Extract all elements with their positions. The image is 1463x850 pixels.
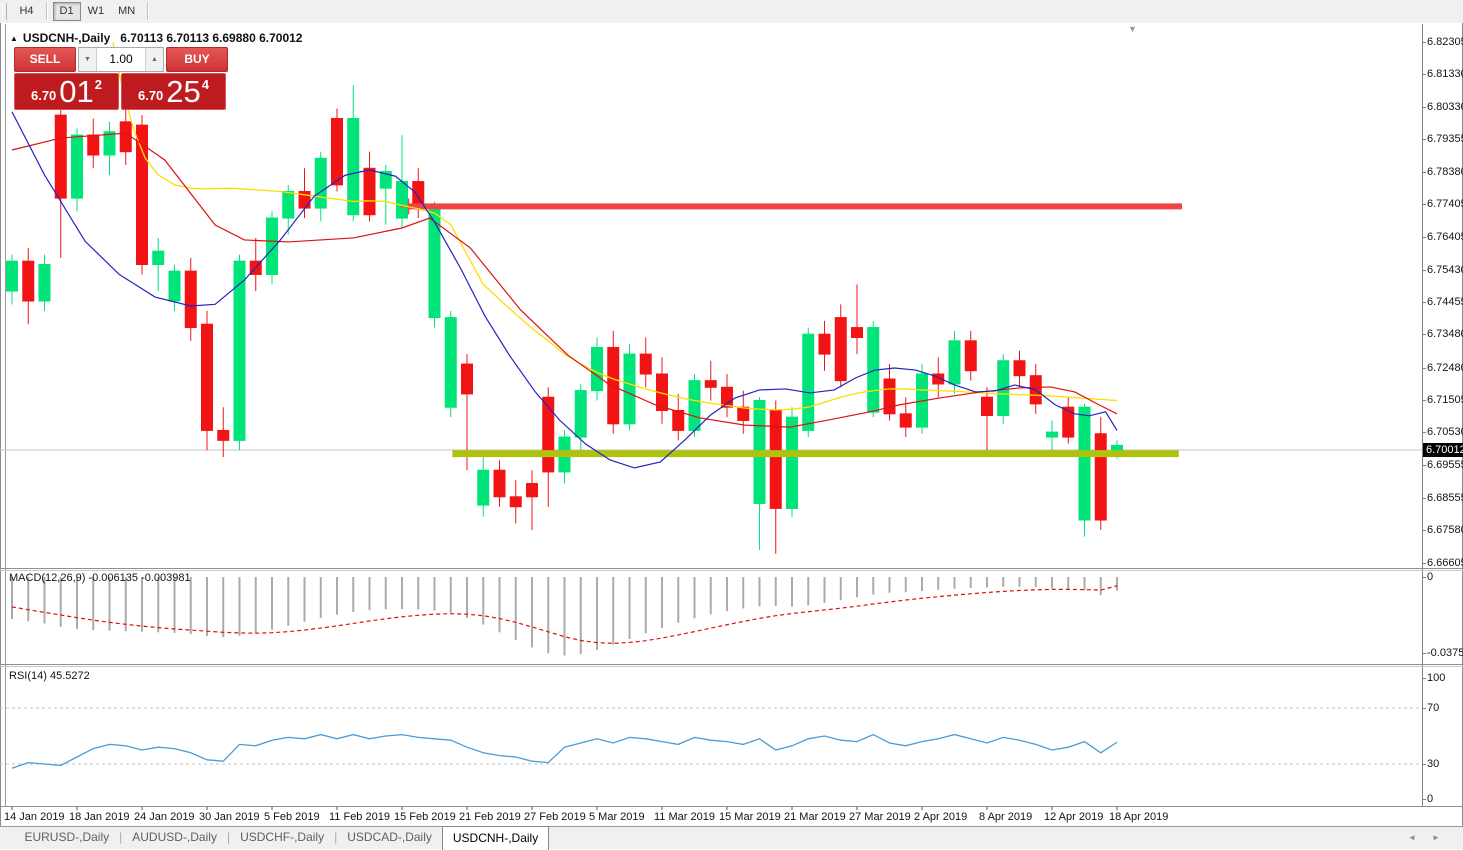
rsi-axis-label: 0: [1422, 793, 1433, 805]
tab-usdchf-daily[interactable]: USDCHF-,Daily: [240, 830, 325, 844]
price-axis-label: 6.79355: [1422, 133, 1463, 145]
date-axis-label: 12 Apr 2019: [1044, 811, 1104, 823]
price-axis-label: 6.70530: [1422, 426, 1463, 438]
chart-title: ▲ USDCNH-,Daily 6.70113 6.70113 6.69880 6.…: [10, 31, 302, 45]
collapse-triangle-icon[interactable]: ▲: [10, 34, 18, 43]
price-axis-label: 6.69555: [1422, 459, 1463, 471]
price-axis-label: 6.80330: [1422, 101, 1463, 113]
date-axis-label: 8 Apr 2019: [979, 811, 1033, 823]
date-axis-label: 21 Mar 2019: [784, 811, 846, 823]
price-axis-label: 6.68555: [1422, 492, 1463, 504]
timeframe-mn[interactable]: MN: [118, 5, 136, 17]
macd-axis-label: -0.037529: [1422, 647, 1463, 659]
chart-tab-bar: EURUSD-,Daily | AUDUSD-,Daily | USDCHF-,Dail…: [0, 826, 1463, 850]
date-axis-label: 21 Feb 2019: [459, 811, 521, 823]
toolbar-separator: [147, 2, 150, 20]
date-axis-label: 30 Jan 2019: [199, 811, 260, 823]
sell-button[interactable]: SELL: [14, 47, 76, 72]
date-axis-label: 2 Apr 2019: [914, 811, 968, 823]
sell-price-display[interactable]: 6.70 01 2: [14, 73, 119, 110]
date-axis-label: 15 Mar 2019: [719, 811, 781, 823]
volume-input[interactable]: 1.00: [109, 52, 133, 66]
date-axis-label: 5 Mar 2019: [589, 811, 645, 823]
price-axis-label: 6.71505: [1422, 394, 1463, 406]
date-axis-label: 11 Mar 2019: [654, 811, 715, 823]
tabs-scroll-right-icon[interactable]: ►: [1432, 833, 1440, 842]
date-axis-label: 5 Feb 2019: [264, 811, 320, 823]
toolbar-buttons: H4 D1 W1 MN: [12, 0, 154, 21]
buy-price-prefix: 6.70: [137, 88, 164, 103]
chart-ohlc-quotes: 6.70113 6.70113 6.69880 6.70012: [120, 31, 303, 45]
timeframe-h4[interactable]: H4: [19, 5, 34, 17]
pane-left-edge: [5, 24, 6, 806]
rsi-indicator-label: RSI(14) 45.5272: [9, 670, 90, 682]
toolbar-separator: [45, 2, 48, 20]
price-axis-label: 6.81330: [1422, 68, 1463, 80]
volume-decrease-icon[interactable]: ▼: [79, 48, 97, 71]
price-axis-label: 6.72480: [1422, 362, 1463, 374]
rsi-axis-label: 30: [1422, 758, 1439, 770]
timeframe-d1[interactable]: D1: [52, 2, 81, 21]
volume-increase-icon[interactable]: ▲: [145, 48, 163, 71]
tab-usdcad-daily[interactable]: USDCAD-,Daily: [347, 830, 432, 844]
price-axis-label: 6.77405: [1422, 198, 1463, 210]
date-axis-label: 24 Jan 2019: [134, 811, 195, 823]
date-axis-label: 27 Feb 2019: [524, 811, 586, 823]
buy-price-display[interactable]: 6.70 25 4: [121, 73, 226, 110]
date-axis-label: 18 Apr 2019: [1109, 811, 1169, 823]
date-axis-label: 11 Feb 2019: [329, 811, 390, 823]
sell-price-sup: 2: [94, 77, 103, 92]
tab-separator: |: [334, 830, 338, 844]
price-axis-label: 6.67580: [1422, 524, 1463, 536]
chart-symbol-period: USDCNH-,Daily: [22, 31, 111, 45]
tab-separator: |: [119, 830, 123, 844]
price-axis-label: 6.66605: [1422, 557, 1463, 569]
one-click-trading-panel: SELL ▼ 1.00 ▲ BUY 6.70 01 2 6.70 25 4: [14, 47, 228, 110]
pane-separator[interactable]: [0, 664, 1463, 665]
tab-usdcnh-daily[interactable]: USDCNH-,Daily: [441, 826, 550, 850]
price-axis-label: 6.82305: [1422, 36, 1463, 48]
macd-indicator-label: MACD(12,26,9) -0.006135 -0.003981: [9, 572, 191, 584]
tab-audusd-daily[interactable]: AUDUSD-,Daily: [132, 830, 217, 844]
date-axis-label: 18 Jan 2019: [69, 811, 130, 823]
price-axis-line: [1422, 24, 1423, 806]
sell-price-big: 01: [59, 74, 94, 109]
macd-axis-label: 0: [1422, 571, 1433, 583]
toolbar-grip: [2, 3, 7, 20]
price-axis-label: 6.78380: [1422, 166, 1463, 178]
price-axis-label: 6.76405: [1422, 231, 1463, 243]
pane-separator: [0, 806, 1463, 807]
timeframe-w1[interactable]: W1: [87, 5, 105, 17]
buy-price-big: 25: [166, 74, 201, 109]
rsi-axis-label: 70: [1422, 702, 1439, 714]
tabs-scroll-left-icon[interactable]: ◄: [1408, 833, 1416, 842]
sell-price-prefix: 6.70: [30, 88, 57, 103]
tab-separator: |: [226, 830, 231, 844]
chart-shift-icon[interactable]: ▼: [1128, 24, 1137, 34]
price-axis-label: 6.73480: [1422, 328, 1463, 340]
date-axis-label: 15 Feb 2019: [394, 811, 456, 823]
tab-eurusd-daily[interactable]: EURUSD-,Daily: [24, 830, 110, 844]
pane-separator[interactable]: [0, 568, 1463, 569]
volume-stepper: ▼ 1.00 ▲: [78, 47, 164, 72]
buy-button[interactable]: BUY: [166, 47, 228, 72]
price-axis-label: 6.74455: [1422, 296, 1463, 308]
current-price-tag: 6.70012: [1423, 442, 1463, 457]
date-axis-label: 27 Mar 2019: [849, 811, 911, 823]
price-axis-label: 6.75430: [1422, 264, 1463, 276]
date-axis-label: 14 Jan 2019: [4, 811, 65, 823]
rsi-axis-label: 100: [1422, 672, 1445, 684]
buy-price-sup: 4: [201, 77, 210, 92]
